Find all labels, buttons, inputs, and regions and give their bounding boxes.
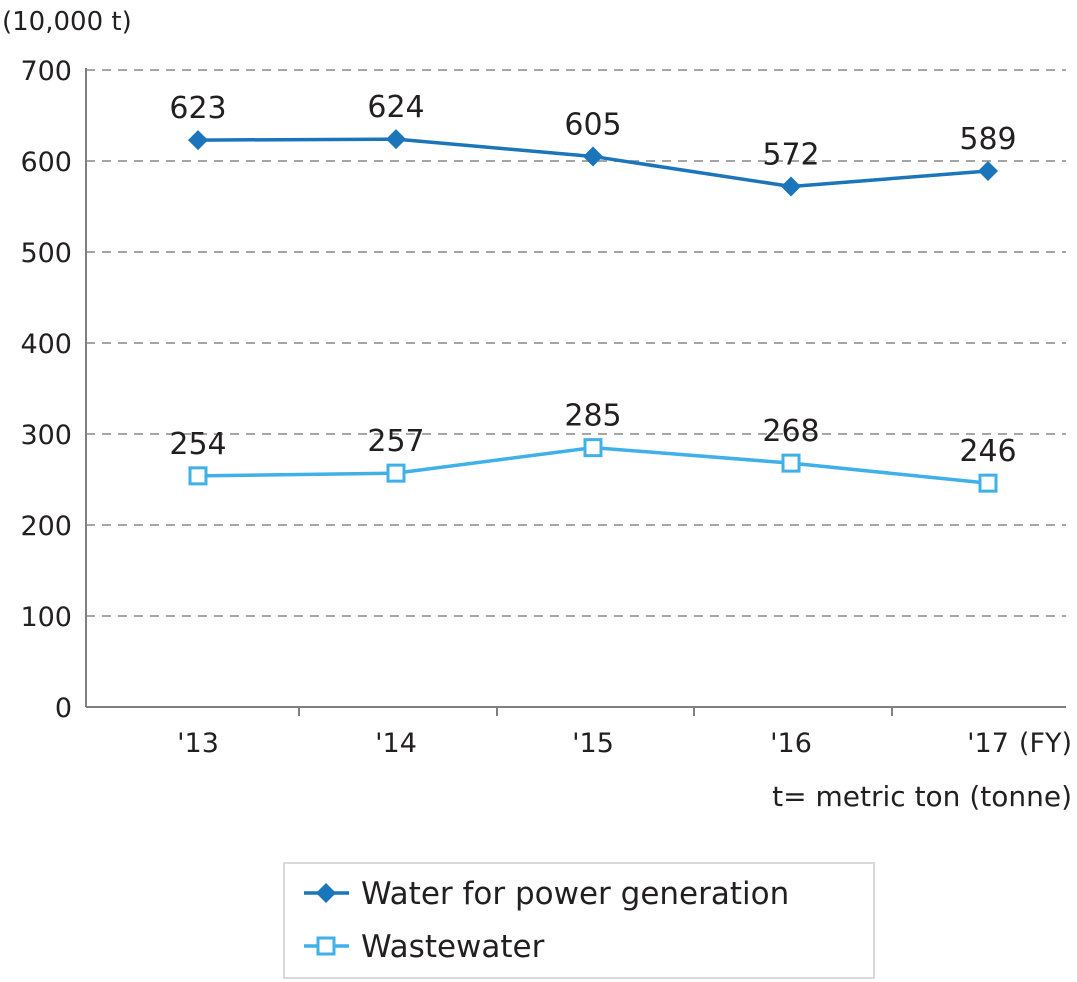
data-point-marker [583, 438, 603, 458]
data-label: 268 [762, 414, 819, 449]
y-axis-unit: (10,000 t) [2, 7, 132, 37]
y-tick-label: 200 [20, 511, 72, 542]
y-tick-label: 700 [20, 56, 72, 87]
legend-label: Wastewater [361, 929, 545, 965]
data-label: 254 [169, 427, 226, 462]
x-tick-label: '14 [375, 728, 417, 759]
data-label: 572 [762, 137, 819, 172]
y-tick-label: 0 [55, 693, 72, 724]
x-tick-label: '17 [967, 728, 1009, 759]
x-tick-label: '13 [177, 728, 219, 759]
data-label: 623 [169, 91, 226, 126]
data-point-marker [188, 130, 208, 151]
x-tick-label: '16 [770, 728, 812, 759]
legend-box [283, 862, 875, 979]
data-point-marker [978, 473, 998, 493]
data-point-marker [386, 129, 406, 150]
legend-marker [316, 883, 336, 903]
x-axis-unit: (FY) [1019, 728, 1072, 759]
data-point-marker [978, 161, 998, 182]
data-label: 589 [959, 122, 1016, 157]
y-tick-label: 300 [20, 420, 72, 451]
x-tick-label: '15 [572, 728, 614, 759]
series-layer: 623 624 605 572 589 254 257 285 268 246 [169, 90, 1017, 493]
data-point-marker [188, 466, 208, 486]
x-tick-labels: '13 '14 '15 '16 '17 [177, 728, 1009, 759]
data-point-marker [781, 453, 801, 473]
legend-marker [316, 936, 336, 956]
y-tick-label: 600 [20, 147, 72, 178]
unit-note: t= metric ton (tonne) [772, 780, 1072, 813]
legend-label: Water for power generation [361, 876, 789, 912]
data-label: 624 [367, 90, 424, 125]
legend: Water for power generation Wastewater [283, 862, 875, 979]
y-tick-label: 100 [20, 602, 72, 633]
gridlines [86, 69, 1066, 617]
data-label: 285 [564, 399, 621, 434]
y-tick-label: 500 [20, 238, 72, 269]
axes [85, 68, 1066, 716]
data-point-marker [386, 463, 406, 483]
data-label: 257 [367, 424, 424, 459]
data-label: 605 [564, 107, 621, 142]
data-point-marker [583, 146, 603, 167]
data-label: 246 [959, 434, 1016, 469]
y-tick-labels: 0 100 200 300 400 500 600 700 [20, 56, 72, 724]
y-tick-label: 400 [20, 329, 72, 360]
data-point-marker [781, 176, 801, 197]
